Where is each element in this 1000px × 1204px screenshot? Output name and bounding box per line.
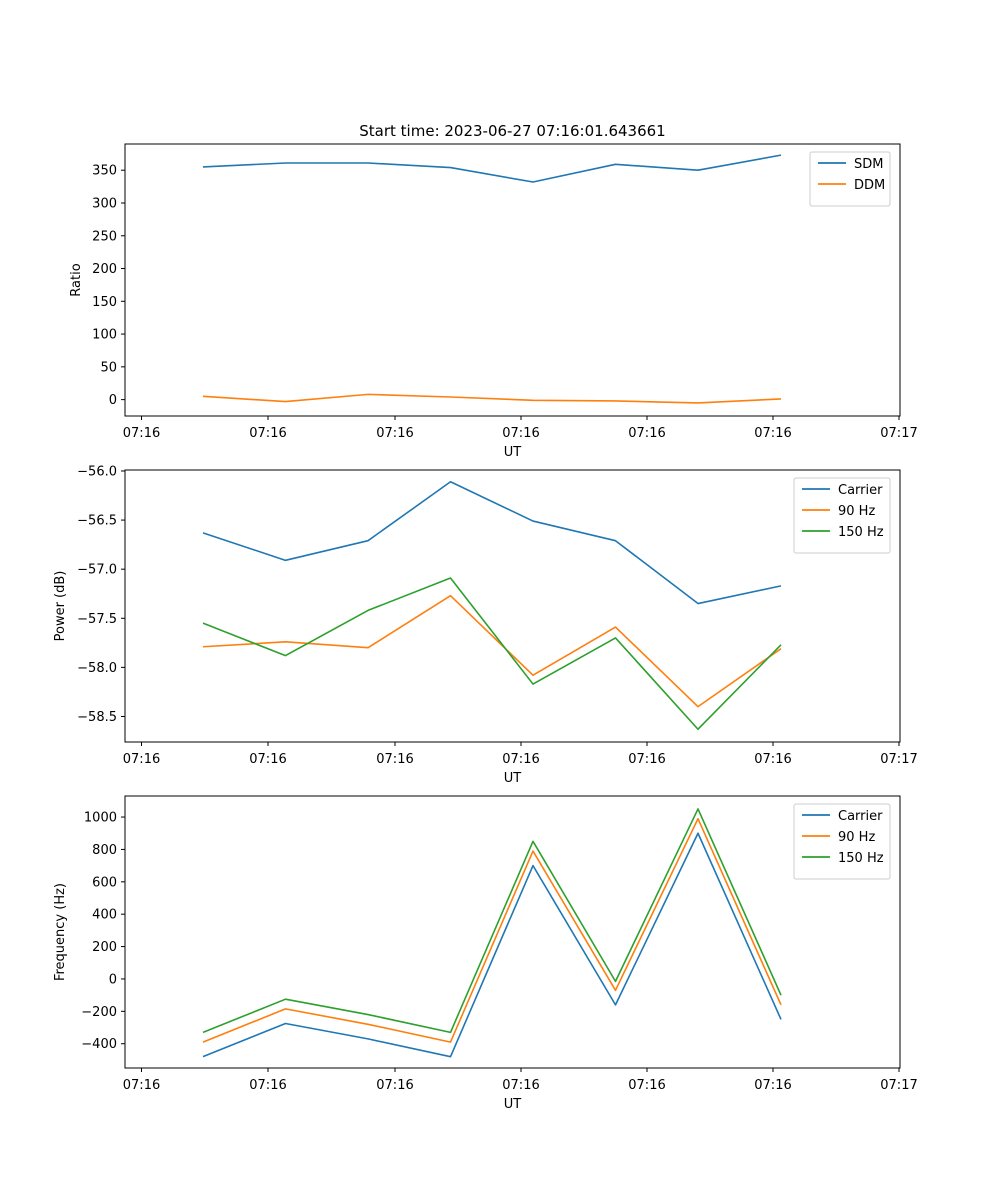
y-tick-label: 800 <box>92 843 117 858</box>
y-tick-label: 200 <box>92 262 117 277</box>
y-tick-label: 600 <box>92 875 117 890</box>
x-tick-label: 07:17 <box>880 1078 917 1093</box>
y-tick-label: −200 <box>81 1005 117 1020</box>
legend-label: SDM <box>854 157 883 172</box>
legend-box <box>793 803 891 880</box>
legend-label: Carrier <box>838 809 883 824</box>
y-tick-label: −58.0 <box>77 661 117 676</box>
x-tick-label: 07:16 <box>502 1078 539 1093</box>
subplot-1: 0 50 100 150 200 250 300 350 07:16 07:16 07:16 07:1… <box>69 122 918 460</box>
x-tick-label: 07:16 <box>123 1078 160 1093</box>
y-tick-label: −56.5 <box>77 514 117 529</box>
x-tick-label: 07:16 <box>249 426 286 441</box>
x-tick-label: 07:16 <box>249 1078 286 1093</box>
legend-label: 90 Hz <box>838 504 875 519</box>
y-tick-label: −58.5 <box>77 710 117 725</box>
x-tick-label: 07:16 <box>628 426 665 441</box>
y-tick-label: −57.0 <box>77 563 117 578</box>
y-axis-label: Ratio <box>69 263 84 296</box>
x-tick-label: 07:16 <box>502 752 539 767</box>
series-line-ddm <box>202 393 782 404</box>
legend-label: Carrier <box>838 483 883 498</box>
y-tick-label: 100 <box>92 328 117 343</box>
y-tick-label: 50 <box>100 360 117 375</box>
x-tick-label: 07:16 <box>754 752 791 767</box>
subplot-2: −58.5 −58.0 −57.5 −57.0 −56.5 −56.0 07:16 07:16… <box>53 464 918 786</box>
legend: SDM DDM <box>809 151 891 207</box>
legend-label: 90 Hz <box>838 830 875 845</box>
x-tick-label: 07:16 <box>249 752 286 767</box>
y-tick-label: 300 <box>92 196 117 211</box>
series-line-sdm <box>202 154 782 183</box>
x-axis-label: UT <box>504 1097 522 1112</box>
x-tick-label: 07:16 <box>754 1078 791 1093</box>
x-tick-label: 07:16 <box>123 426 160 441</box>
legend: Carrier 90 Hz 150 Hz <box>793 803 891 880</box>
x-tick-label: 07:17 <box>880 752 917 767</box>
subplot-3: −400 −200 0 200 400 600 800 1000 07:16 07:16 07:16… <box>53 795 918 1112</box>
plot-area <box>124 795 901 1069</box>
legend: Carrier 90 Hz 150 Hz <box>793 477 891 554</box>
series-line-90-hz <box>202 817 782 1043</box>
x-tick-label: 07:16 <box>502 426 539 441</box>
x-tick-label: 07:16 <box>628 752 665 767</box>
y-tick-label: 400 <box>92 908 117 923</box>
y-tick-label: 250 <box>92 229 117 244</box>
legend-box <box>793 477 891 554</box>
y-axis-label: Frequency (Hz) <box>53 883 68 981</box>
x-tick-label: 07:16 <box>123 752 160 767</box>
chart-title: Start time: 2023-06-27 07:16:01.643661 <box>359 122 665 140</box>
x-axis-label: UT <box>504 445 522 460</box>
x-tick-label: 07:16 <box>376 752 413 767</box>
legend-label: 150 Hz <box>838 851 884 866</box>
y-tick-label: 0 <box>109 393 117 408</box>
legend-label: 150 Hz <box>838 525 884 540</box>
y-tick-label: 200 <box>92 940 117 955</box>
x-tick-label: 07:16 <box>754 426 791 441</box>
y-axis-label: Power (dB) <box>53 571 68 642</box>
y-tick-label: −400 <box>81 1037 117 1052</box>
x-tick-label: 07:16 <box>376 1078 413 1093</box>
y-tick-label: 0 <box>109 972 117 987</box>
series-line-carrier <box>202 832 782 1058</box>
y-tick-label: −57.5 <box>77 612 117 627</box>
x-tick-label: 07:16 <box>628 1078 665 1093</box>
y-tick-label: 350 <box>92 164 117 179</box>
x-axis-label: UT <box>504 771 522 786</box>
plot-area <box>124 469 901 743</box>
series-line-150-hz <box>202 808 782 1034</box>
y-tick-label: 150 <box>92 295 117 310</box>
x-tick-label: 07:17 <box>880 426 917 441</box>
series-line-90-hz <box>202 594 782 708</box>
plot-area <box>124 143 901 417</box>
series-line-150-hz <box>202 577 782 731</box>
y-tick-label: −56.0 <box>77 464 117 479</box>
legend-box <box>809 151 891 207</box>
series-line-carrier <box>202 480 782 605</box>
legend-label: DDM <box>854 178 885 193</box>
x-tick-label: 07:16 <box>376 426 413 441</box>
y-tick-label: 1000 <box>84 811 117 826</box>
